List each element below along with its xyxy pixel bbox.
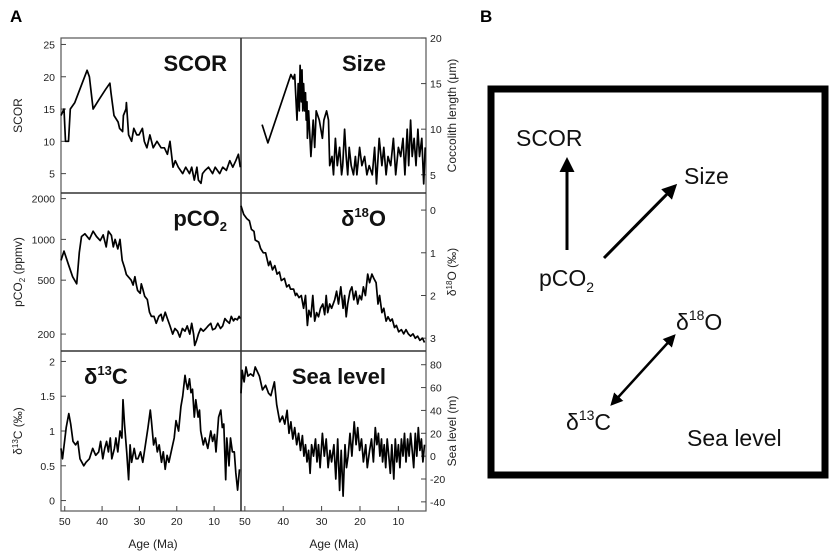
series-line-pco2 [60, 230, 242, 347]
x-axis-label-right: Age (Ma) [309, 537, 358, 551]
panel-pco2: 200 500 1000 2000 pCO2 pCO2 (ppmv) [11, 194, 242, 347]
y-axis-label-d13c: δ13C (‰) [11, 407, 25, 455]
panel-title-d13c: δ13C [84, 363, 128, 389]
y-tick-label: 1.5 [40, 391, 55, 403]
y-tick-label: 0 [430, 451, 436, 463]
y-tick-label: 60 [430, 383, 442, 395]
x-tick-label: 10 [208, 516, 220, 528]
y-tick-label: 1 [49, 426, 55, 438]
series-line-d18o [240, 205, 426, 343]
panel-scor: 5 10 15 20 25 SCOR SCOR [11, 39, 242, 185]
x-tick-label: 20 [354, 516, 366, 528]
y-tick-label: 1000 [32, 234, 56, 246]
y-tick-label: 25 [43, 39, 55, 51]
y-tick-label: 40 [430, 405, 442, 417]
diagram-frame [487, 85, 829, 479]
node-scor: SCOR [516, 125, 582, 151]
panel-sealevel: -40 -20 0 20 40 60 80 Sea level Sea level (m) [240, 360, 459, 509]
x-tick-label: 10 [393, 516, 405, 528]
y-tick-label: 500 [37, 275, 55, 287]
panel-size: 5 10 15 20 Size Coccolith length (μm) [261, 33, 459, 185]
y-axis-label-scor: SCOR [11, 98, 25, 133]
x-tick-label: 40 [96, 516, 108, 528]
y-tick-label: 2 [430, 290, 436, 302]
panel-letter-b: B [480, 7, 492, 26]
x-tick-label: 20 [171, 516, 183, 528]
y-tick-label: 0 [49, 496, 55, 508]
y-tick-label: 10 [43, 136, 55, 148]
y-axis-label-sealevel: Sea level (m) [445, 396, 459, 467]
y-tick-label: 20 [430, 428, 442, 440]
node-d13c: δ13C [566, 407, 611, 435]
panel-title-pco2: pCO2 [173, 206, 227, 234]
node-size: Size [684, 163, 729, 189]
y-tick-label: 0.5 [40, 461, 55, 473]
x-tick-label: 40 [277, 516, 289, 528]
y-axis-label-size: Coccolith length (μm) [445, 59, 459, 173]
panel-d18o: 0 1 2 3 δ18O δ18O (‰) [240, 205, 459, 345]
y-tick-label: 5 [430, 170, 436, 182]
y-tick-label: 20 [43, 72, 55, 84]
y-tick-label: 2000 [32, 194, 56, 206]
y-tick-label: 20 [430, 33, 442, 45]
panel-letter-a: A [10, 7, 22, 26]
y-tick-label: 2 [49, 356, 55, 368]
x-tick-label: 50 [59, 516, 71, 528]
series-line-size [261, 64, 427, 185]
diagram-panel: SCOR Size pCO2 δ18O δ13C Sea level [487, 85, 829, 479]
series-line-d13c [60, 374, 241, 491]
node-sealevel: Sea level [687, 425, 782, 451]
y-tick-label: -20 [430, 474, 445, 486]
x-tick-label: 30 [134, 516, 146, 528]
y-tick-label: 0 [430, 205, 436, 217]
y-tick-label: 3 [430, 333, 436, 345]
node-pco2: pCO2 [539, 265, 594, 295]
arrow-d13c-d18o [610, 334, 676, 406]
y-axis-label-d18o: δ18O (‰) [445, 248, 459, 296]
x-axis-label-left: Age (Ma) [128, 537, 177, 551]
y-tick-label: 5 [49, 169, 55, 181]
panel-title-sealevel: Sea level [292, 364, 386, 389]
arrow-pco2-to-size [602, 183, 678, 260]
node-d18o: δ18O [676, 307, 722, 335]
y-tick-label: -40 [430, 497, 445, 509]
series-line-sealevel [240, 366, 426, 497]
y-tick-label: 10 [430, 124, 442, 136]
x-tick-label: 50 [239, 516, 251, 528]
y-tick-label: 80 [430, 360, 442, 372]
y-tick-label: 15 [43, 104, 55, 116]
y-tick-label: 200 [37, 329, 55, 341]
panel-title-d18o: δ18O [341, 205, 386, 231]
panel-title-size: Size [342, 51, 386, 76]
x-tick-label: 30 [316, 516, 328, 528]
series-line-scor [60, 69, 242, 185]
y-axis-label-pco2: pCO2 (ppmv) [11, 237, 27, 307]
chart-frame [60, 37, 427, 512]
panel-d13c: 0 0.5 1 1.5 2 δ13C δ13C (‰) [11, 356, 241, 508]
panel-title-scor: SCOR [163, 51, 227, 76]
y-tick-label: 1 [430, 248, 436, 260]
y-tick-label: 15 [430, 79, 442, 91]
chart-grid: 50 40 30 20 10 50 40 30 20 10510152025SCORSCOR510… [11, 33, 459, 528]
